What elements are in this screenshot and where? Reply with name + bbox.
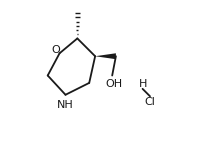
Text: H: H	[138, 79, 147, 89]
Text: Cl: Cl	[144, 97, 155, 107]
Text: OH: OH	[105, 79, 122, 89]
Polygon shape	[95, 53, 116, 59]
Text: NH: NH	[56, 100, 73, 110]
Text: O: O	[52, 45, 60, 55]
